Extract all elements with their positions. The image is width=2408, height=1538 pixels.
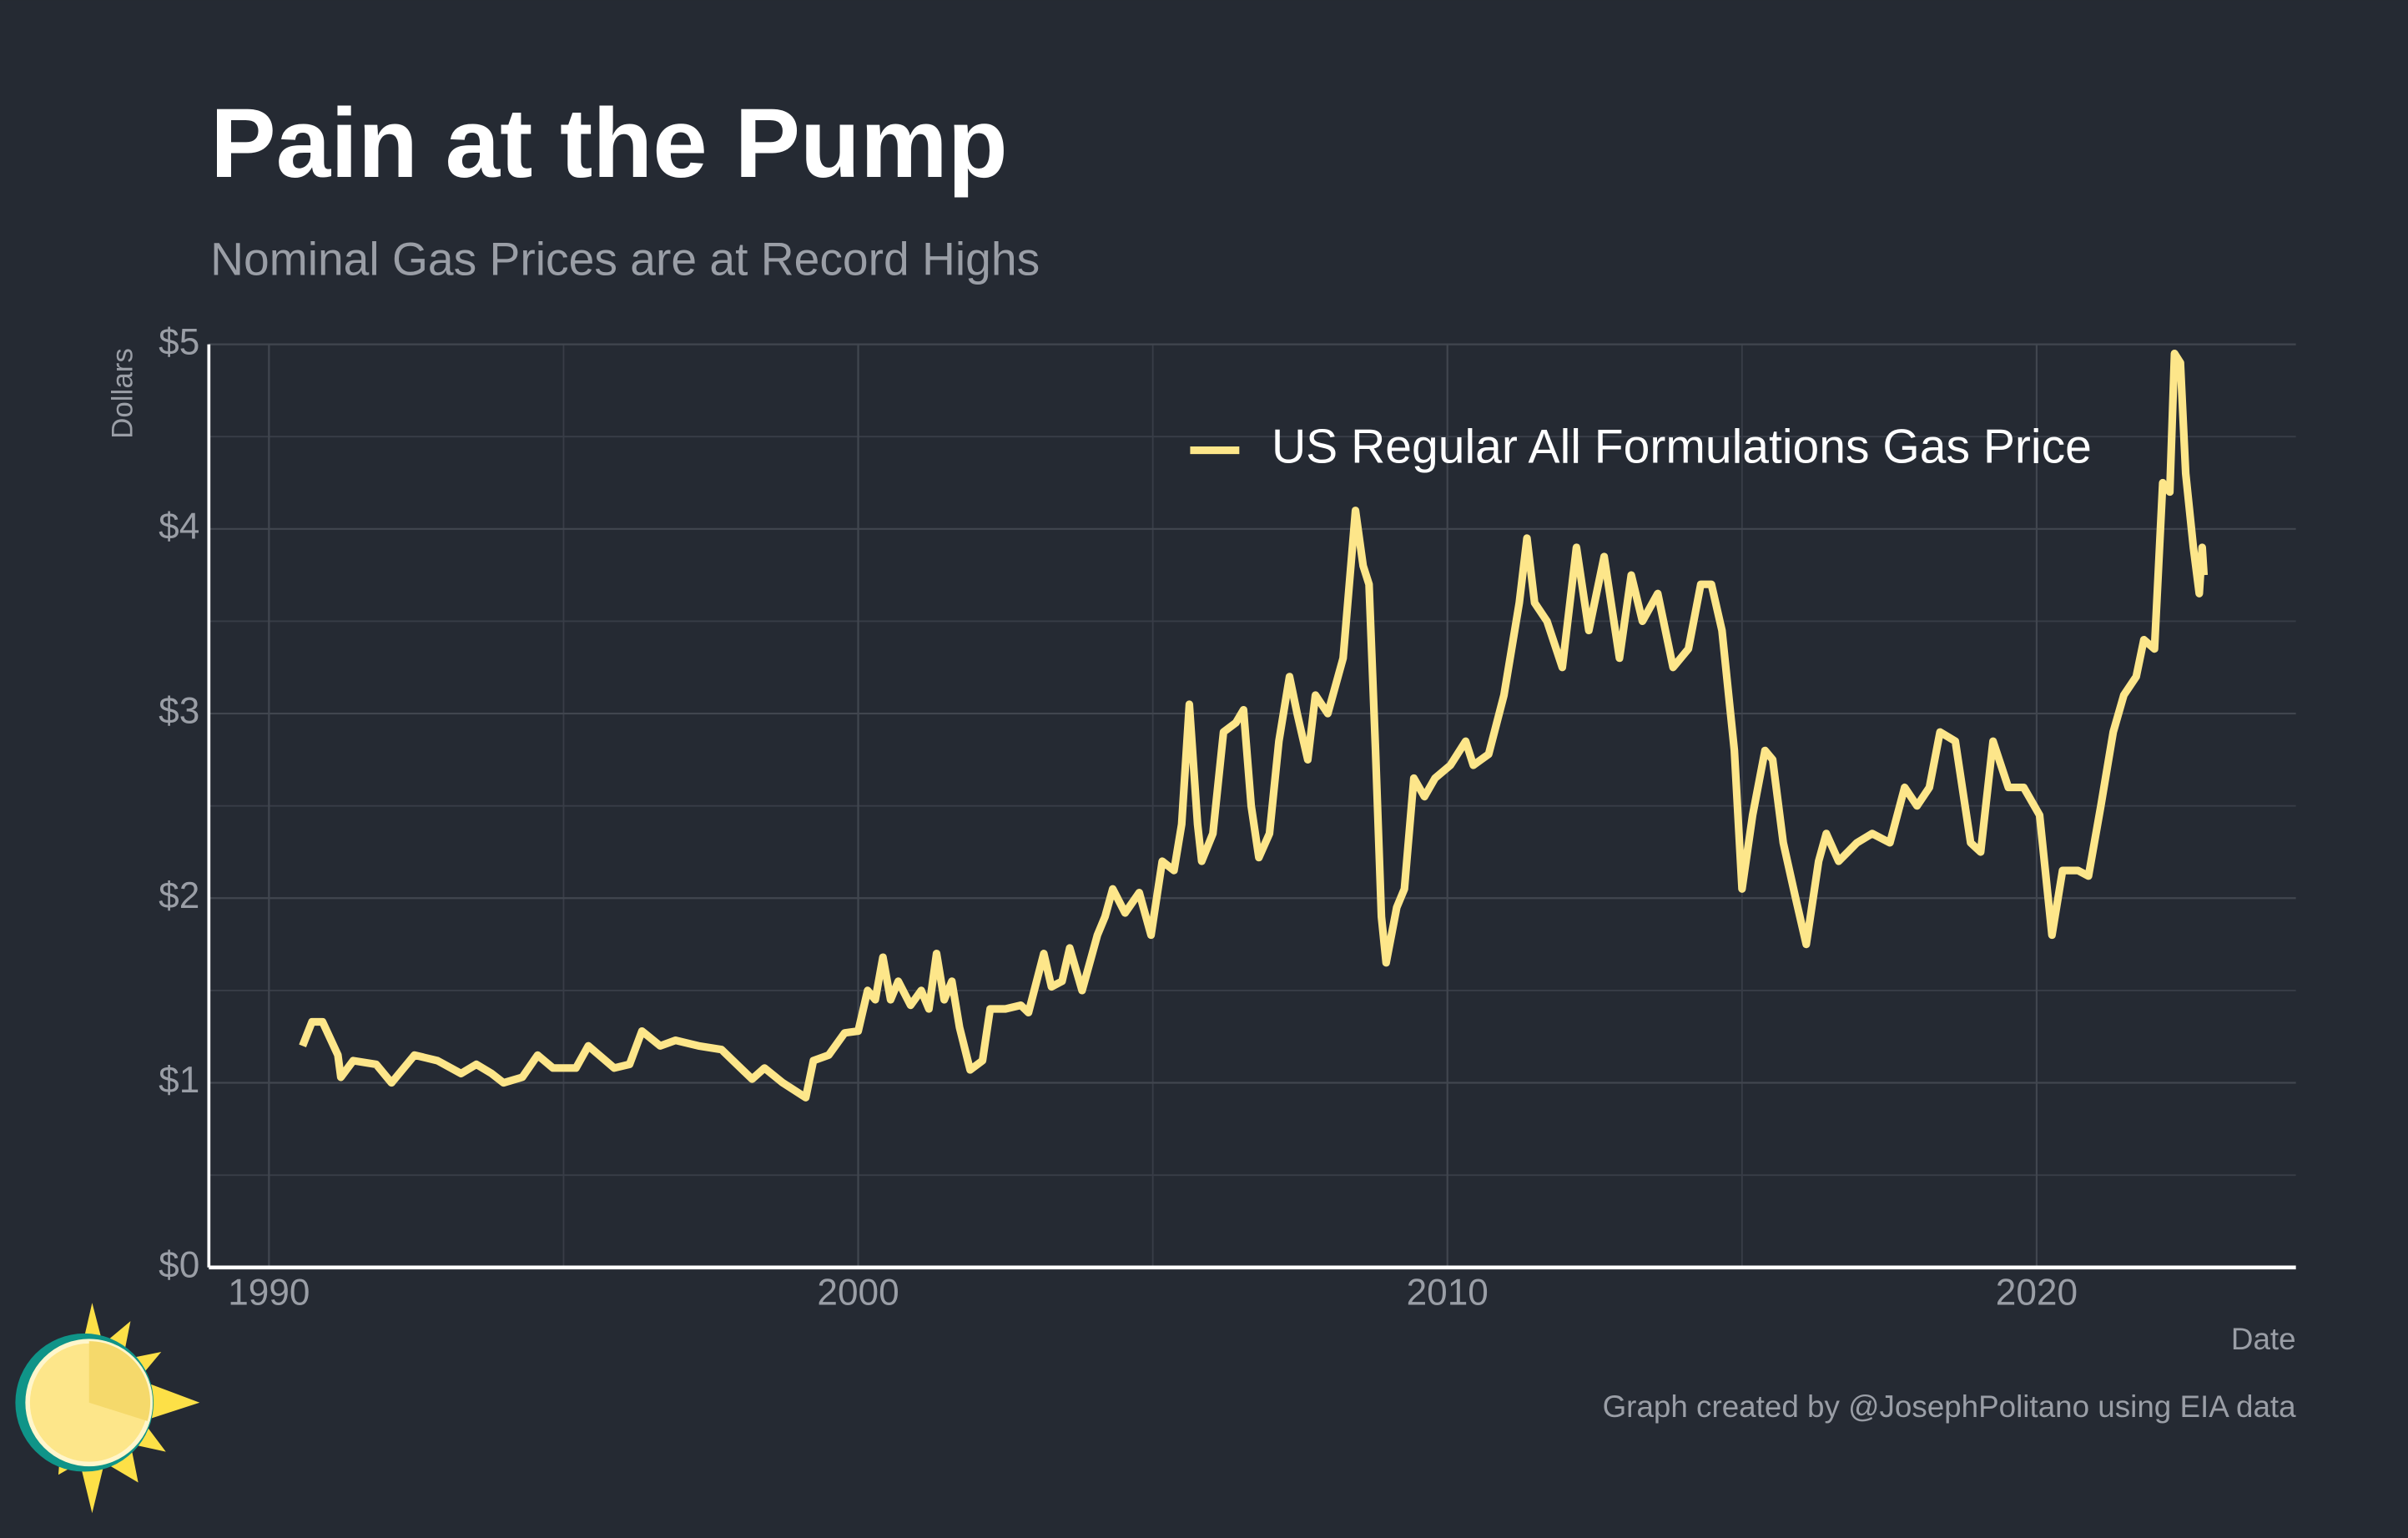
- y-tick-label: $2: [159, 875, 199, 916]
- chart-subtitle: Nominal Gas Prices are at Record Highs: [210, 234, 1040, 285]
- x-tick-label: 2020: [1996, 1273, 2078, 1314]
- logo: [15, 1303, 200, 1514]
- x-tick-label: 2010: [1407, 1273, 1489, 1314]
- chart-title: Pain at the Pump: [210, 88, 1007, 198]
- y-tick-label: $0: [159, 1244, 199, 1285]
- x-tick-label: 2000: [817, 1273, 899, 1314]
- y-tick-label: $1: [159, 1060, 199, 1101]
- y-tick-label: $5: [159, 321, 199, 362]
- caption: Graph created by @JosephPolitano using E…: [1603, 1389, 2297, 1424]
- x-axis-label: Date: [2231, 1322, 2296, 1356]
- y-axis-label: Dollars: [106, 348, 139, 439]
- x-tick-label: 1990: [228, 1273, 310, 1314]
- legend-label: US Regular All Formulations Gas Price: [1272, 421, 2092, 474]
- y-tick-label: $4: [159, 506, 199, 547]
- data-line: [299, 350, 2209, 1102]
- y-tick-label: $3: [159, 691, 199, 732]
